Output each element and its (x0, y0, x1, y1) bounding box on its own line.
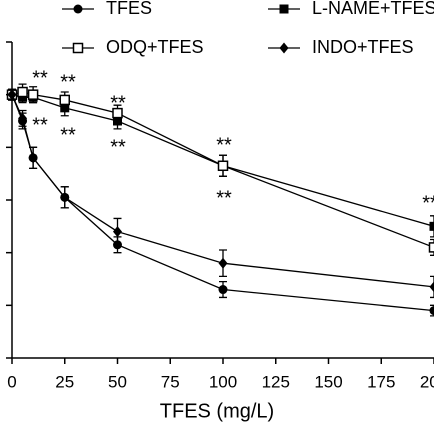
x-axis-label: TFES (mg/L) (160, 400, 274, 422)
data-point (429, 306, 434, 316)
data-point (7, 89, 17, 101)
legend-marker (72, 42, 84, 54)
significance-mark: ** (32, 114, 48, 136)
data-point (28, 152, 38, 164)
significance-mark: ** (110, 136, 126, 158)
legend-marker (279, 42, 289, 54)
x-tick-label: 100 (209, 372, 237, 391)
significance-mark: ** (32, 67, 48, 89)
x-tick-label: 75 (161, 372, 180, 391)
significance-mark: ** (422, 192, 434, 214)
legend-label: L-NAME+TFES (312, 0, 434, 18)
data-point (218, 285, 228, 295)
data-point (217, 160, 229, 172)
legend-label: ODQ+TFES (106, 37, 204, 57)
error-bar (430, 275, 434, 299)
error-bar (430, 215, 434, 238)
x-tick-label: 50 (108, 372, 127, 391)
legend-marker (73, 4, 83, 14)
x-tick-label: 150 (314, 372, 342, 391)
data-point (18, 112, 28, 124)
error-bar (430, 304, 434, 317)
significance-mark: ** (110, 92, 126, 114)
x-tick-label: 25 (55, 372, 74, 391)
data-point (218, 257, 228, 269)
legend-label: TFES (106, 0, 152, 18)
x-tick-label: 175 (367, 372, 395, 391)
data-point (60, 191, 70, 203)
data-point (113, 226, 122, 238)
x-tick-label: 125 (262, 372, 290, 391)
significance-mark: ** (60, 71, 76, 93)
error-bar (430, 238, 434, 256)
significance-mark: ** (60, 124, 76, 146)
data-point (17, 86, 28, 98)
data-point (429, 221, 434, 231)
data-point (59, 94, 70, 106)
significance-mark: ** (216, 187, 232, 209)
x-tick-label: 200 (420, 372, 434, 391)
data-point (428, 242, 434, 253)
significance-mark: ** (216, 134, 232, 156)
legend-label: INDO+TFES (312, 37, 414, 57)
data-point (112, 107, 123, 119)
data-point (27, 89, 39, 100)
data-point (429, 281, 434, 293)
legend-marker (279, 4, 289, 14)
x-tick-label: 0 (7, 372, 16, 391)
